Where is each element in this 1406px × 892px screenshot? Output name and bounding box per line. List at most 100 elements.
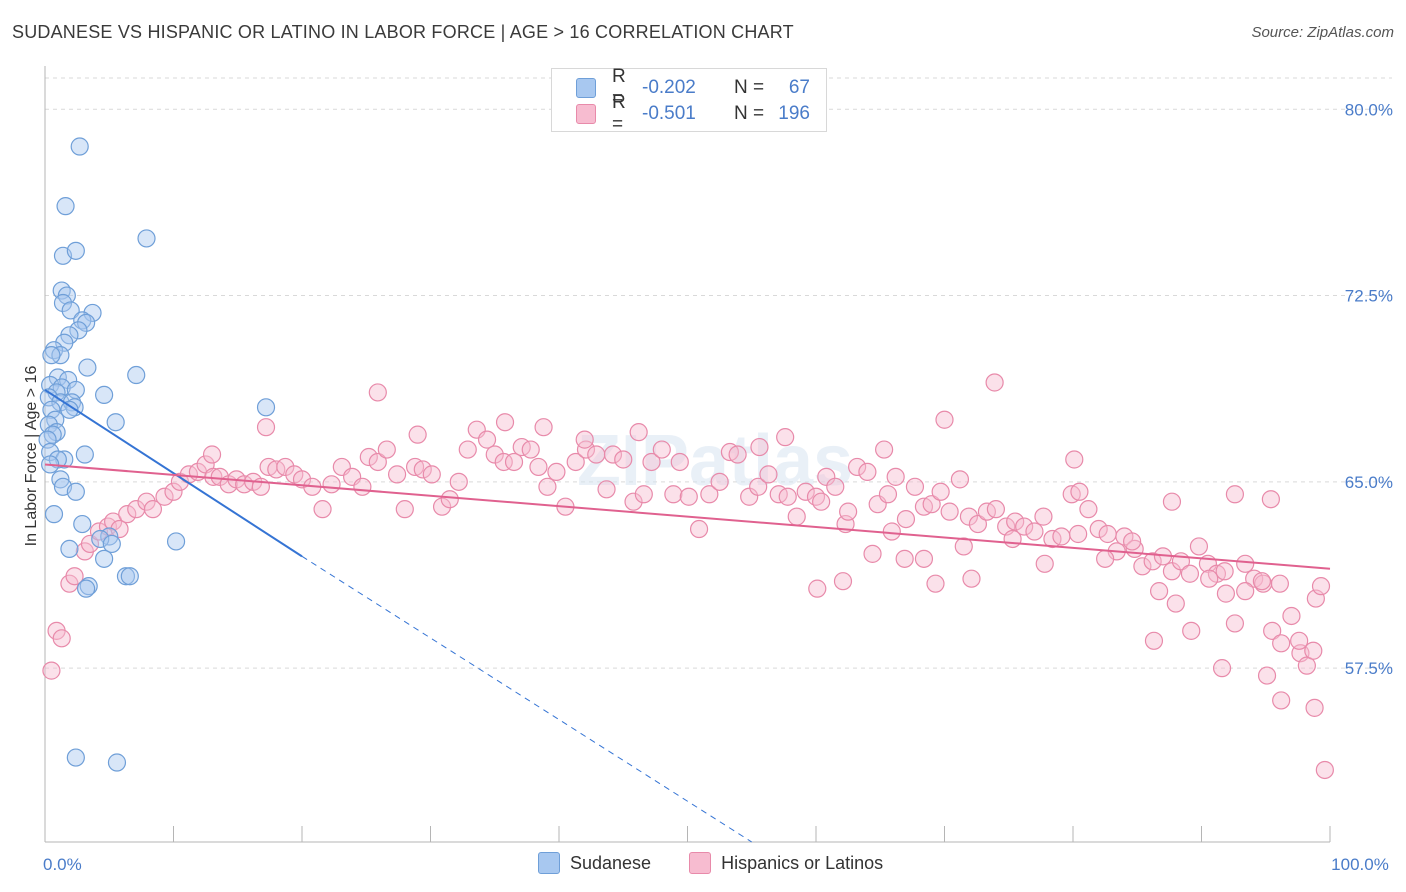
hispanic-point [440, 490, 459, 509]
hispanic-point [1305, 698, 1324, 717]
legend-item-sudanese[interactable]: Sudanese [538, 852, 651, 874]
sudanese-point [77, 579, 96, 598]
x-tick-label: 0.0% [43, 855, 82, 874]
hispanic-point [1143, 552, 1162, 571]
hispanic-point [875, 440, 894, 459]
sudanese-point [39, 415, 58, 434]
hispanic-point [1282, 606, 1301, 626]
hispanic-point [1133, 557, 1152, 576]
sudanese-point [102, 534, 121, 554]
hispanic-point [895, 549, 914, 568]
sudanese-point [70, 137, 89, 156]
legend-item-hispanic[interactable]: Hispanics or Latinos [689, 852, 883, 874]
hispanic-point [547, 462, 566, 482]
sudanese-points [38, 137, 276, 772]
hispanic-point [839, 502, 858, 521]
hispanic-point [1304, 641, 1323, 660]
hispanic-point [812, 492, 831, 511]
sudanese-point [42, 400, 61, 419]
hispanic-point [759, 465, 778, 484]
hispanic-point [495, 413, 515, 432]
hispanic-point [449, 472, 468, 491]
hispanic-point [89, 522, 109, 541]
hispanic-point [1098, 524, 1117, 544]
hispanic-point [962, 569, 981, 588]
hispanic-point [164, 482, 183, 501]
hispanic-point [413, 460, 432, 479]
legend-r-label: R = [612, 92, 626, 135]
hispanic-point [587, 445, 606, 464]
hispanic-point [1025, 522, 1044, 541]
hispanic-point [1290, 631, 1309, 650]
hispanic-point [1035, 554, 1054, 573]
hispanic-point [896, 509, 916, 529]
hispanic-point [538, 477, 557, 496]
hispanic-point [1189, 537, 1209, 556]
hispanic-point [935, 410, 954, 429]
hispanic-point [614, 450, 633, 469]
sudanese-point [77, 313, 96, 332]
hispanic-point [353, 477, 372, 496]
sudanese-point [44, 505, 64, 524]
hispanic-point [1225, 485, 1245, 504]
sudanese-point [66, 241, 85, 260]
hispanic-point [1225, 614, 1245, 633]
sudanese-point [256, 398, 276, 417]
hispanic-point [629, 423, 648, 442]
hispanic-point [1065, 450, 1084, 469]
legend-row-sudanese: R = -0.202 N = 67 [576, 66, 810, 109]
legend-n-label: N = [734, 77, 765, 98]
hispanic-point [313, 500, 332, 519]
hispanic-point [1089, 519, 1108, 539]
sudanese-point [61, 301, 80, 320]
hispanic-point [1069, 524, 1088, 544]
hispanic-point [477, 430, 497, 449]
hispanic-point [387, 465, 407, 484]
hispanic-point [143, 500, 163, 519]
sudanese-point [73, 514, 92, 534]
hispanic-point [65, 567, 84, 586]
hispanic-point [914, 549, 934, 568]
hispanic-point [1236, 554, 1255, 573]
legend-r-label: R = [612, 66, 626, 109]
sudanese-point [120, 567, 139, 586]
sudanese-point [56, 197, 75, 216]
hispanic-point [1079, 500, 1098, 519]
hispanic-point [1263, 621, 1282, 640]
sudanese-point [66, 748, 85, 767]
sudanese-point [41, 442, 60, 462]
hispanic-point [817, 467, 836, 486]
hispanic-point [833, 572, 853, 591]
sudanese-point [91, 529, 110, 549]
legend-swatch-hispanic [576, 104, 596, 124]
y-tick-label: 65.0% [1345, 473, 1393, 492]
hispanic-point [1182, 621, 1201, 640]
hispanic-point [806, 487, 826, 506]
hispanic-point [603, 445, 623, 464]
hispanic-point [926, 574, 945, 593]
tick-labels: 57.5% 65.0% 72.5% 80.0% 0.0% 100.0% [43, 100, 1393, 874]
sudanese-trend-extension [301, 555, 753, 843]
sudanese-point [59, 370, 78, 390]
hispanic-point [597, 480, 616, 499]
hispanic-point [1270, 574, 1289, 593]
hispanic-point [1252, 572, 1271, 591]
hispanic-point [1162, 492, 1182, 511]
hispanic-point [1261, 490, 1280, 509]
sudanese-point [60, 539, 79, 559]
sudanese-point [83, 303, 102, 323]
hispanic-point [504, 452, 524, 472]
y-tick-label: 80.0% [1345, 100, 1393, 119]
hispanic-point [882, 522, 901, 541]
y-tick-label: 72.5% [1345, 287, 1393, 306]
hispanic-point [1212, 659, 1232, 678]
hispanic-point [137, 492, 156, 511]
hispanic-point [922, 495, 941, 514]
sudanese-point [79, 577, 98, 596]
axes [44, 66, 1331, 843]
hispanic-point [322, 475, 341, 494]
hispanic-point [710, 472, 729, 491]
hispanic-point [642, 452, 661, 472]
hispanic-point [1215, 562, 1234, 581]
